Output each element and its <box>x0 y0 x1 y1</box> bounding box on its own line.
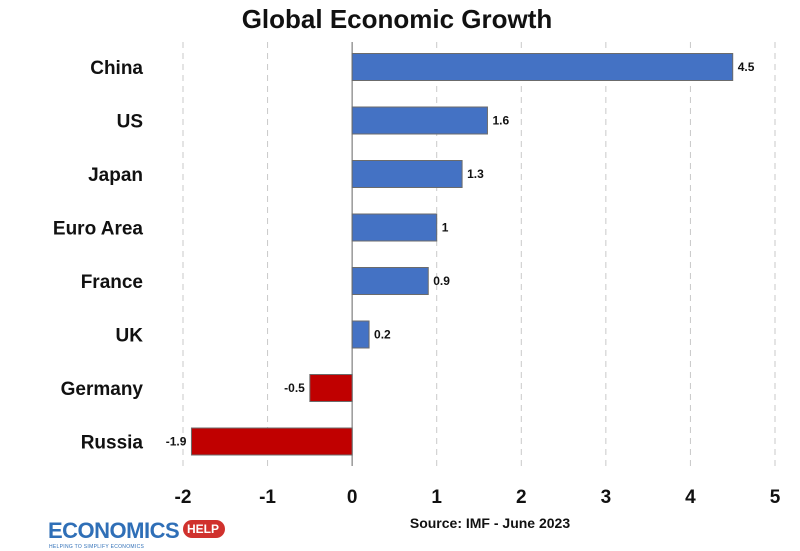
bar <box>351 53 734 81</box>
x-tick-label: 3 <box>601 487 612 508</box>
logo-tagline: HELPING TO SIMPLIFY ECONOMICS <box>49 544 145 550</box>
bar <box>351 320 370 349</box>
x-tick-label: 1 <box>431 487 442 508</box>
bar <box>351 106 488 135</box>
data-label: 0.9 <box>433 274 450 288</box>
data-label: 0.2 <box>374 328 391 342</box>
data-label: 1.6 <box>492 114 509 128</box>
logo-word: ECONOMICS <box>48 518 180 543</box>
category-label: France <box>81 272 143 293</box>
category-label: Germany <box>61 379 144 400</box>
bar <box>351 213 438 242</box>
x-tick-label: 0 <box>347 487 358 508</box>
data-label: 1 <box>442 221 449 235</box>
category-label: Russia <box>81 433 144 454</box>
category-label: Japan <box>88 165 143 186</box>
x-tick-label: -1 <box>259 487 276 508</box>
category-label: US <box>117 112 143 133</box>
data-label: 4.5 <box>738 60 755 74</box>
bar <box>351 267 429 295</box>
category-label: Euro Area <box>53 219 144 240</box>
category-label: China <box>90 58 143 79</box>
data-label: -0.5 <box>284 381 305 395</box>
source-note: Source: IMF - June 2023 <box>410 515 570 531</box>
bar <box>190 427 353 456</box>
logo-badge: HELP <box>183 520 226 538</box>
x-tick-label: 5 <box>770 487 781 508</box>
category-label: UK <box>116 326 144 347</box>
x-tick-label: 2 <box>516 487 527 508</box>
economics-help-logo: ECONOMICS HELP HELPING TO SIMPLIFY ECONO… <box>48 514 226 550</box>
bars <box>190 53 734 456</box>
bar <box>351 160 463 188</box>
data-label: 1.3 <box>467 167 484 181</box>
x-tick-label: 4 <box>685 487 696 508</box>
gridlines <box>182 42 776 466</box>
labels: -2 -1 0 1 2 3 4 5 China 4.5 US 1.6 Japan 1.3 Euro Area… <box>53 58 781 508</box>
bar <box>309 374 353 402</box>
x-tick-label: -2 <box>175 487 192 508</box>
chart-title: Global Economic Growth <box>242 4 553 34</box>
data-label: -1.9 <box>166 435 187 449</box>
